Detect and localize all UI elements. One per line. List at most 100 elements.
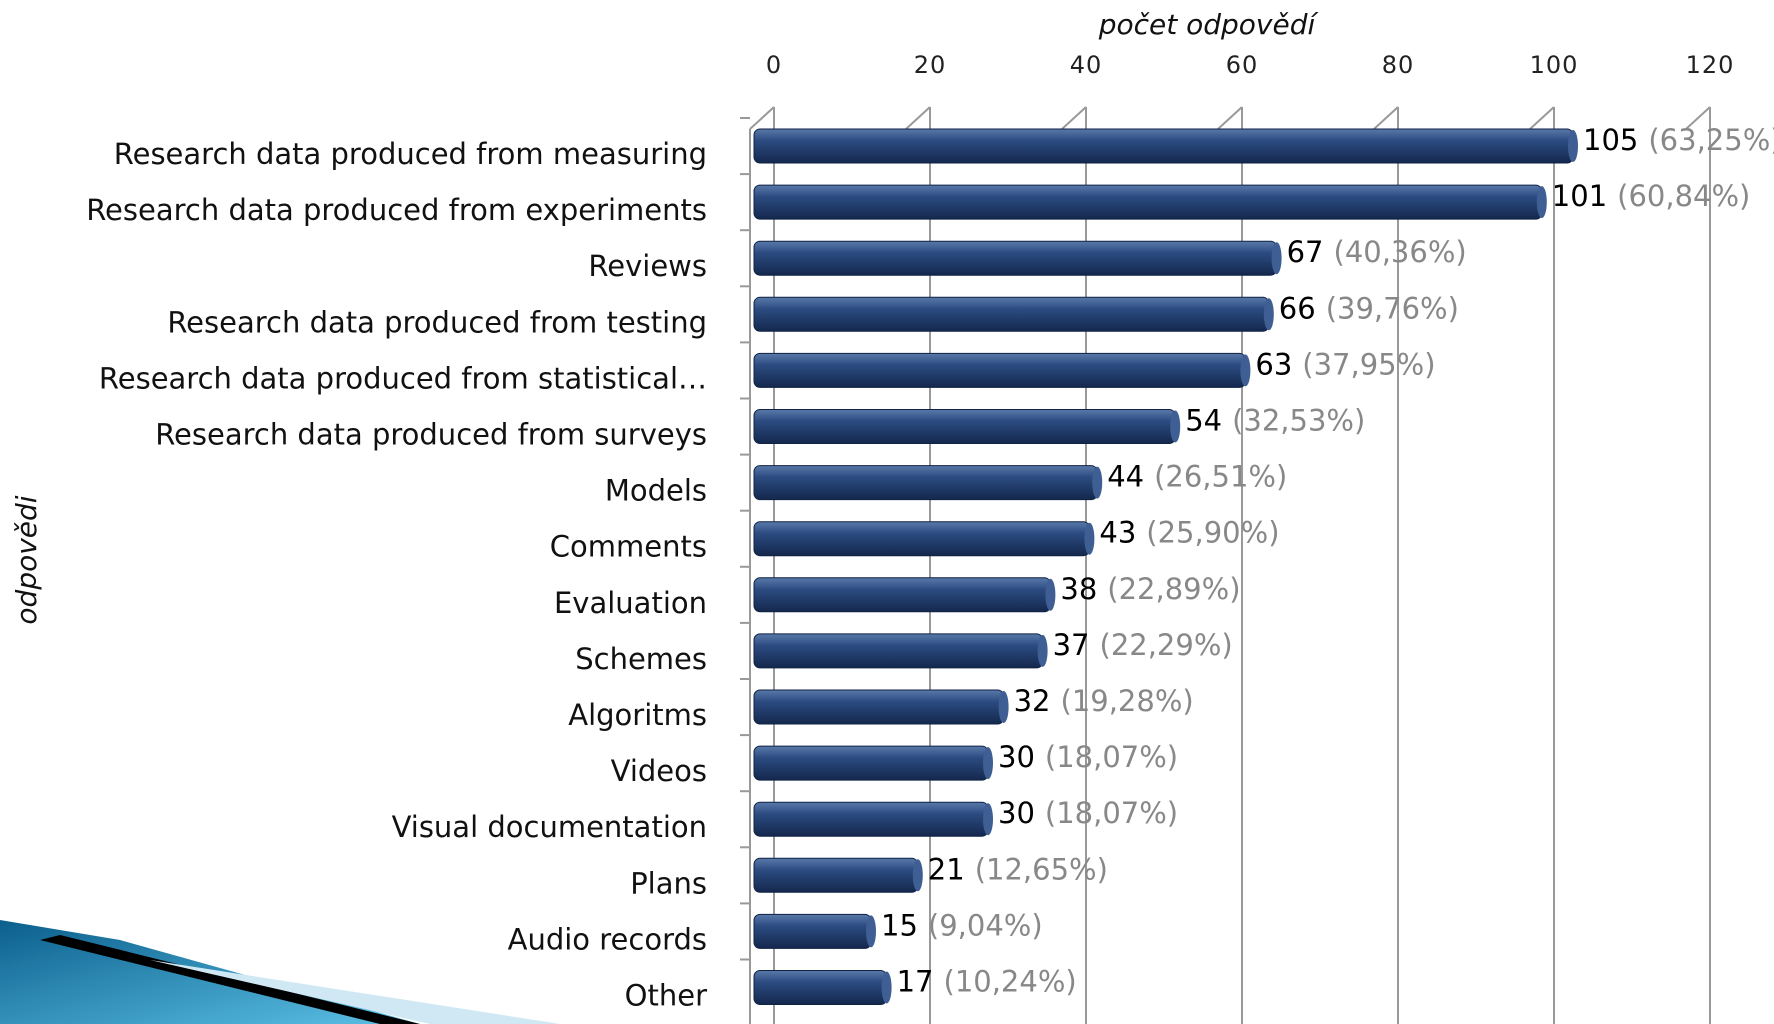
- percent-label: (63,25%): [1648, 123, 1774, 157]
- x-tick-label: 20: [914, 51, 947, 79]
- bar-cap: [983, 803, 993, 836]
- grid-line-edge: [1061, 106, 1087, 130]
- category-label: Research data produced from experiments: [86, 193, 707, 227]
- grid-line-edge: [905, 106, 931, 130]
- value-label: 30: [998, 796, 1035, 830]
- category-label: Models: [605, 474, 707, 508]
- x-tick-label: 120: [1686, 51, 1735, 79]
- decor-swoosh-dark: [40, 935, 420, 1024]
- bar: [753, 465, 1098, 501]
- category-label: Other: [625, 979, 707, 1013]
- grid-line-edge: [1217, 106, 1243, 130]
- data-label: 66 (39,76%): [1279, 291, 1459, 325]
- data-label: 17 (10,24%): [897, 965, 1077, 999]
- bar: [753, 913, 872, 949]
- x-tick-label: 40: [1070, 51, 1103, 79]
- bar: [753, 296, 1270, 332]
- percent-label: (22,89%): [1107, 572, 1240, 606]
- grid-line-edge: [1529, 106, 1555, 130]
- bar-cap: [1045, 578, 1056, 611]
- bar: [753, 240, 1278, 276]
- value-label: 66: [1279, 291, 1316, 325]
- category-label: Reviews: [588, 249, 707, 283]
- value-label: 15: [881, 908, 918, 942]
- bar: [753, 521, 1090, 557]
- value-label: 44: [1107, 460, 1144, 494]
- data-label: 63 (37,95%): [1255, 347, 1435, 381]
- category-label: Research data produced from surveys: [155, 418, 707, 452]
- bar-cap: [866, 915, 876, 948]
- bar: [753, 409, 1176, 444]
- bar-cap: [1170, 410, 1181, 443]
- value-label: 30: [998, 740, 1035, 774]
- value-label: 37: [1053, 628, 1090, 662]
- bar-cap: [1240, 354, 1251, 387]
- bar-cap: [1536, 186, 1547, 219]
- grid-line-edge: [749, 106, 775, 130]
- category-label: Algoritms: [568, 698, 707, 732]
- category-label: Visual documentation: [392, 810, 707, 844]
- x-axis-title: počet odpovědí: [1098, 8, 1320, 41]
- bar: [753, 577, 1051, 613]
- category-label: Plans: [630, 866, 707, 900]
- percent-label: (39,76%): [1326, 291, 1459, 325]
- category-label: Research data produced from measuring: [114, 137, 707, 171]
- percent-label: (12,65%): [975, 852, 1108, 886]
- percent-label: (19,28%): [1061, 684, 1194, 718]
- category-label: Schemes: [575, 642, 707, 676]
- percent-label: (10,24%): [944, 965, 1077, 999]
- bar-cap: [1092, 466, 1103, 499]
- bar: [753, 801, 989, 837]
- value-label: 17: [897, 965, 934, 999]
- bar-cap: [881, 971, 892, 1004]
- bar: [753, 970, 888, 1005]
- bar-cap: [998, 691, 1009, 723]
- percent-label: (40,36%): [1334, 235, 1467, 269]
- data-label: 54 (32,53%): [1185, 404, 1365, 438]
- y-axis-title: odpovědi: [10, 495, 43, 624]
- data-label: 32 (19,28%): [1014, 684, 1194, 718]
- grid-line-edge: [1373, 106, 1399, 130]
- x-tick-label: 60: [1226, 51, 1259, 79]
- bar-cap: [1037, 634, 1048, 667]
- data-label: 44 (26,51%): [1107, 460, 1287, 494]
- percent-label: (25,90%): [1146, 516, 1279, 550]
- data-label: 38 (22,89%): [1060, 572, 1240, 606]
- bar: [753, 745, 989, 781]
- category-label: Comments: [550, 530, 707, 564]
- data-label: 37 (22,29%): [1053, 628, 1233, 662]
- data-label: 43 (25,90%): [1099, 516, 1279, 550]
- category-label: Research data produced from statistical…: [99, 361, 707, 395]
- bar: [753, 352, 1246, 388]
- percent-label: (18,07%): [1045, 740, 1178, 774]
- bar: [753, 857, 919, 893]
- x-tick-label: 100: [1530, 51, 1579, 79]
- value-label: 38: [1060, 572, 1097, 606]
- data-label: 67 (40,36%): [1287, 235, 1467, 269]
- bar-cap: [1271, 242, 1282, 275]
- percent-label: (18,07%): [1045, 796, 1178, 830]
- percent-label: (60,84%): [1617, 179, 1750, 213]
- bar: [753, 128, 1574, 164]
- x-tick-label: 80: [1382, 51, 1415, 79]
- bar-cap: [1568, 130, 1578, 162]
- data-label: 105 (63,25%): [1583, 123, 1774, 157]
- decor-swoosh-light: [150, 960, 560, 1024]
- value-label: 67: [1287, 235, 1324, 269]
- data-label: 30 (18,07%): [998, 740, 1178, 774]
- bar: [753, 689, 1005, 725]
- category-label: Evaluation: [554, 586, 707, 620]
- category-label: Videos: [611, 754, 707, 788]
- percent-label: (22,29%): [1100, 628, 1233, 662]
- data-label: 15 (9,04%): [881, 908, 1043, 942]
- grid-line-edge: [1685, 106, 1711, 130]
- bar-cap: [983, 747, 993, 780]
- category-label: Audio records: [508, 922, 707, 956]
- percent-label: (26,51%): [1154, 460, 1287, 494]
- value-label: 63: [1255, 347, 1292, 381]
- value-label: 101: [1552, 179, 1607, 213]
- value-label: 105: [1583, 123, 1638, 157]
- percent-label: (37,95%): [1302, 347, 1435, 381]
- bar-cap: [912, 859, 923, 892]
